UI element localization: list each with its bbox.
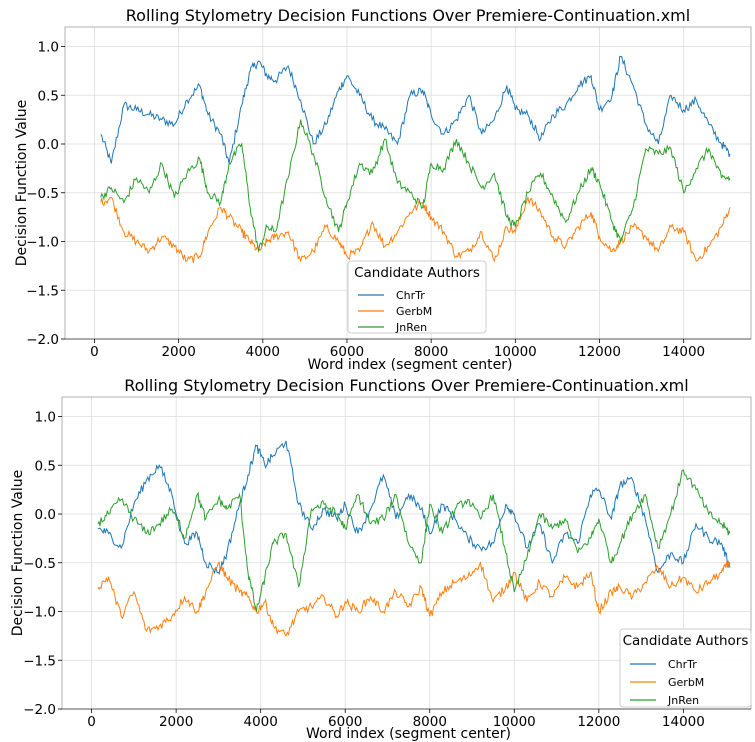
x-tick-label: 12000	[577, 714, 620, 730]
legend-box	[347, 260, 487, 334]
x-tick-label: 0	[87, 714, 96, 730]
legend-entry: JnRen	[395, 321, 427, 334]
y-tick-label: −1.0	[26, 235, 59, 251]
legend-box	[619, 628, 752, 708]
series-line-chrtr	[97, 440, 731, 576]
y-tick-label: 1.0	[35, 410, 56, 426]
legend: Candidate Authors ChrTr GerbM JnRen	[347, 260, 487, 334]
y-tick-label: −2.0	[23, 702, 56, 718]
x-tick-label: 14000	[662, 344, 705, 360]
x-tick-label: 0	[90, 344, 99, 360]
x-tick-label: 10000	[494, 344, 537, 360]
x-axis-label: Word index (segment center)	[306, 726, 511, 742]
y-tick-label: 1.0	[38, 40, 59, 56]
x-tick-label: 10000	[493, 714, 536, 730]
series-line-jnren	[97, 469, 731, 612]
series-line-jnren	[100, 119, 731, 252]
x-tick-label: 6000	[328, 714, 362, 730]
subplot-1: 0 2000 4000 6000 8000 10000 12000 14000 −2.0 −1.5…	[14, 6, 752, 373]
y-tick-label: 0.5	[38, 88, 59, 104]
x-tick-label: 12000	[578, 344, 621, 360]
y-tick-label: −1.5	[26, 283, 59, 299]
x-axis-label: Word index (segment center)	[307, 357, 512, 373]
legend-entry: ChrTr	[668, 658, 697, 671]
y-axis-label: Decision Function Value	[14, 100, 30, 267]
legend: Candidate Authors ChrTr GerbM JnRen	[619, 628, 752, 708]
legend-entry: ChrTr	[396, 289, 425, 302]
y-tick-label: 0.0	[38, 137, 59, 153]
series-line-chrtr	[100, 55, 731, 164]
chart-title: Rolling Stylometry Decision Functions Ov…	[124, 376, 688, 395]
chart-title: Rolling Stylometry Decision Functions Ov…	[126, 6, 690, 25]
series-line-gerbm	[97, 560, 731, 637]
x-tick-label: 8000	[413, 714, 447, 730]
legend-entry: JnRen	[667, 694, 699, 707]
y-tick-label: −0.5	[23, 556, 56, 572]
y-tick-label: −1.0	[23, 605, 56, 621]
y-tick-label: −0.5	[26, 186, 59, 202]
y-tick-label: −1.5	[23, 653, 56, 669]
series-line-gerbm	[100, 195, 731, 263]
legend-entry: GerbM	[668, 676, 704, 689]
x-tick-label: 8000	[414, 344, 448, 360]
x-tick-label: 2000	[161, 344, 195, 360]
y-tick-label: −2.0	[26, 332, 59, 348]
legend-title: Candidate Authors	[623, 633, 749, 649]
x-tick-label: 4000	[246, 344, 280, 360]
x-tick-label: 2000	[159, 714, 193, 730]
y-tick-label: 0.0	[35, 507, 56, 523]
legend-entry: GerbM	[396, 305, 432, 318]
x-tick-label: 6000	[330, 344, 364, 360]
x-tick-label: 14000	[662, 714, 705, 730]
x-tick-label: 4000	[243, 714, 277, 730]
subplot-2: 0 2000 4000 6000 8000 10000 12000 14000 −2.0 −1.5…	[10, 376, 752, 742]
y-axis-label: Decision Function Value	[10, 470, 26, 637]
y-tick-label: 0.5	[35, 458, 56, 474]
legend-title: Candidate Authors	[354, 265, 480, 281]
